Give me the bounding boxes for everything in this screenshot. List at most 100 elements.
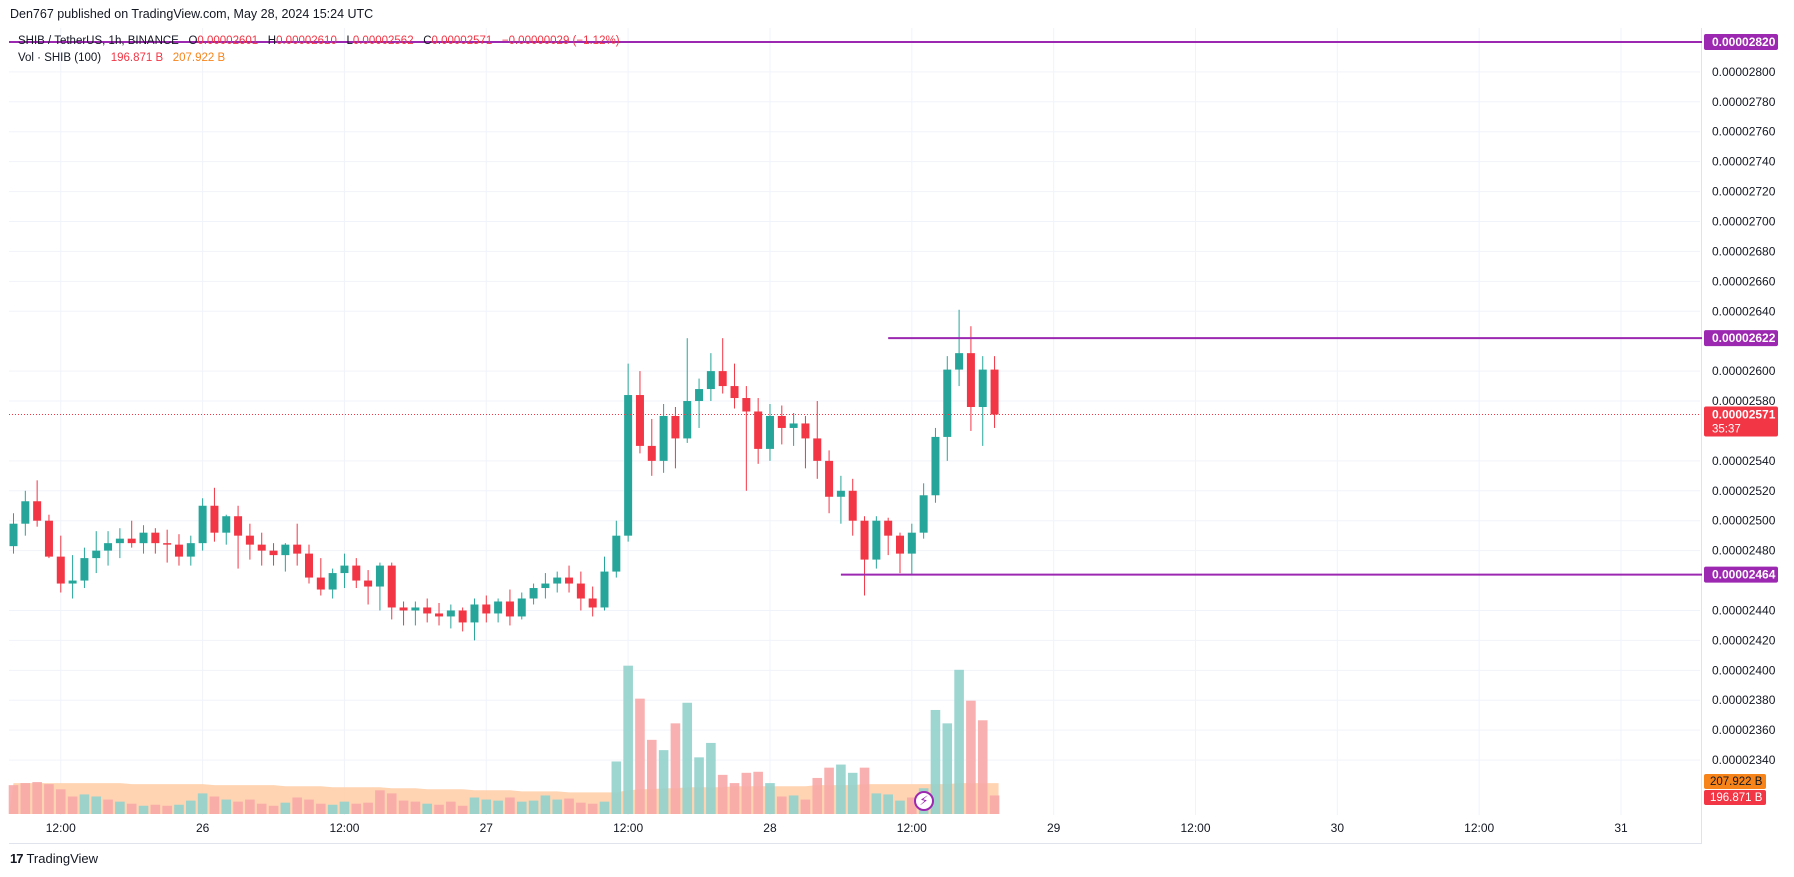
candle bbox=[80, 547, 89, 589]
volume-bar bbox=[883, 794, 893, 814]
candle-body bbox=[647, 445, 656, 461]
volume-bar bbox=[162, 805, 172, 814]
candle bbox=[990, 356, 999, 428]
candle-body bbox=[305, 553, 313, 578]
candle bbox=[505, 589, 514, 626]
volume-bar bbox=[8, 785, 19, 814]
candle bbox=[387, 562, 396, 620]
candle bbox=[848, 478, 857, 536]
candle-body bbox=[435, 613, 444, 617]
volume-bar bbox=[79, 794, 90, 814]
volume-bar bbox=[55, 789, 66, 814]
candle bbox=[553, 571, 562, 593]
candle-body bbox=[92, 550, 101, 559]
candle bbox=[754, 398, 763, 464]
lightning-icon[interactable]: ⚡ bbox=[914, 791, 934, 811]
volume-bar bbox=[422, 803, 432, 814]
volume-bar bbox=[599, 801, 610, 814]
candle bbox=[44, 514, 53, 559]
volume-bar bbox=[115, 801, 125, 814]
price-tick-label: 0.00002720 bbox=[1712, 185, 1776, 199]
price-tick-label: 0.00002680 bbox=[1712, 244, 1776, 258]
brand-name: TradingView bbox=[26, 851, 99, 866]
price-tick-label: 0.00002800 bbox=[1712, 65, 1776, 79]
candle bbox=[446, 604, 455, 629]
volume-bar bbox=[942, 723, 953, 814]
candle bbox=[801, 415, 810, 469]
level-label: 0.00002820 bbox=[1712, 35, 1776, 49]
candle-body bbox=[813, 438, 822, 461]
volume-bar bbox=[434, 804, 444, 814]
volume-bar bbox=[268, 805, 279, 814]
time-tick-label: 28 bbox=[763, 821, 777, 835]
candle bbox=[328, 568, 337, 599]
volume-bar bbox=[410, 801, 421, 814]
volume-legend: Vol · SHIB (100) 196.871 B 207.922 B bbox=[18, 52, 225, 64]
candle-body bbox=[139, 532, 148, 544]
volume-bar bbox=[836, 764, 846, 814]
volume-bar bbox=[126, 803, 137, 814]
volume-bar bbox=[966, 700, 976, 814]
volume-bar bbox=[907, 797, 917, 814]
candle-body bbox=[245, 535, 254, 545]
candle-body bbox=[955, 353, 964, 370]
volume-bar bbox=[67, 796, 78, 814]
candle bbox=[186, 535, 195, 566]
price-tick-label: 0.00002440 bbox=[1712, 603, 1776, 617]
volume-value: 196.871 B bbox=[110, 52, 164, 64]
current-price-label: 0.00002571 bbox=[1712, 407, 1776, 421]
volume-title: Vol · SHIB (100) bbox=[18, 52, 102, 64]
volume-bar bbox=[138, 805, 149, 814]
time-tick-label: 26 bbox=[196, 821, 210, 835]
time-tick-label: 12:00 bbox=[329, 821, 359, 835]
price-tick-label: 0.00002360 bbox=[1712, 723, 1776, 737]
symbol-legend: SHIB / TetherUS, 1h, BINANCE O0.00002601… bbox=[18, 35, 620, 47]
candle-body bbox=[56, 556, 65, 584]
candle bbox=[222, 514, 231, 545]
candle bbox=[966, 326, 975, 431]
candle bbox=[127, 520, 136, 548]
candle bbox=[624, 363, 633, 542]
volume-bar bbox=[245, 799, 255, 814]
volume-bar bbox=[954, 669, 964, 814]
candle-body bbox=[293, 544, 302, 554]
volume-bar bbox=[540, 795, 551, 814]
horizontal-levels bbox=[9, 40, 1702, 576]
change-value: −0.00000029 (−1.12%) bbox=[501, 35, 620, 47]
candle bbox=[375, 562, 384, 611]
publisher-caption: Den767 published on TradingView.com, May… bbox=[10, 7, 374, 21]
tradingview-brand[interactable]: 17 TradingView bbox=[10, 851, 98, 866]
candle bbox=[281, 543, 290, 572]
candle bbox=[789, 412, 798, 446]
candle bbox=[730, 363, 739, 409]
candle bbox=[541, 573, 550, 599]
volume-bar bbox=[280, 802, 291, 814]
time-tick-label: 12:00 bbox=[1464, 821, 1494, 835]
volume-bar bbox=[765, 783, 775, 814]
volume-bar bbox=[706, 742, 716, 814]
volume-bar bbox=[316, 803, 326, 814]
candle bbox=[588, 586, 597, 617]
candle-body bbox=[234, 516, 243, 536]
candle-body bbox=[576, 583, 585, 599]
chart-pane[interactable] bbox=[9, 28, 1702, 844]
candle-body bbox=[718, 371, 727, 387]
candle-body bbox=[884, 520, 893, 536]
volume-bar bbox=[564, 798, 574, 814]
price-tick-label: 0.00002500 bbox=[1712, 514, 1776, 528]
candle bbox=[423, 598, 432, 623]
candle-body bbox=[777, 415, 786, 428]
volume-ma-value: 207.922 B bbox=[172, 52, 226, 64]
volume-bar bbox=[895, 800, 905, 814]
candle bbox=[565, 565, 574, 593]
candle bbox=[139, 525, 148, 554]
candle-body bbox=[943, 369, 952, 437]
open-label: O bbox=[188, 35, 198, 47]
volume-bar bbox=[256, 803, 267, 814]
volume-bar bbox=[788, 795, 799, 814]
candle-body bbox=[730, 386, 739, 399]
candle bbox=[671, 407, 680, 469]
price-tick-label: 0.00002400 bbox=[1712, 663, 1776, 677]
candle-body bbox=[742, 398, 751, 412]
